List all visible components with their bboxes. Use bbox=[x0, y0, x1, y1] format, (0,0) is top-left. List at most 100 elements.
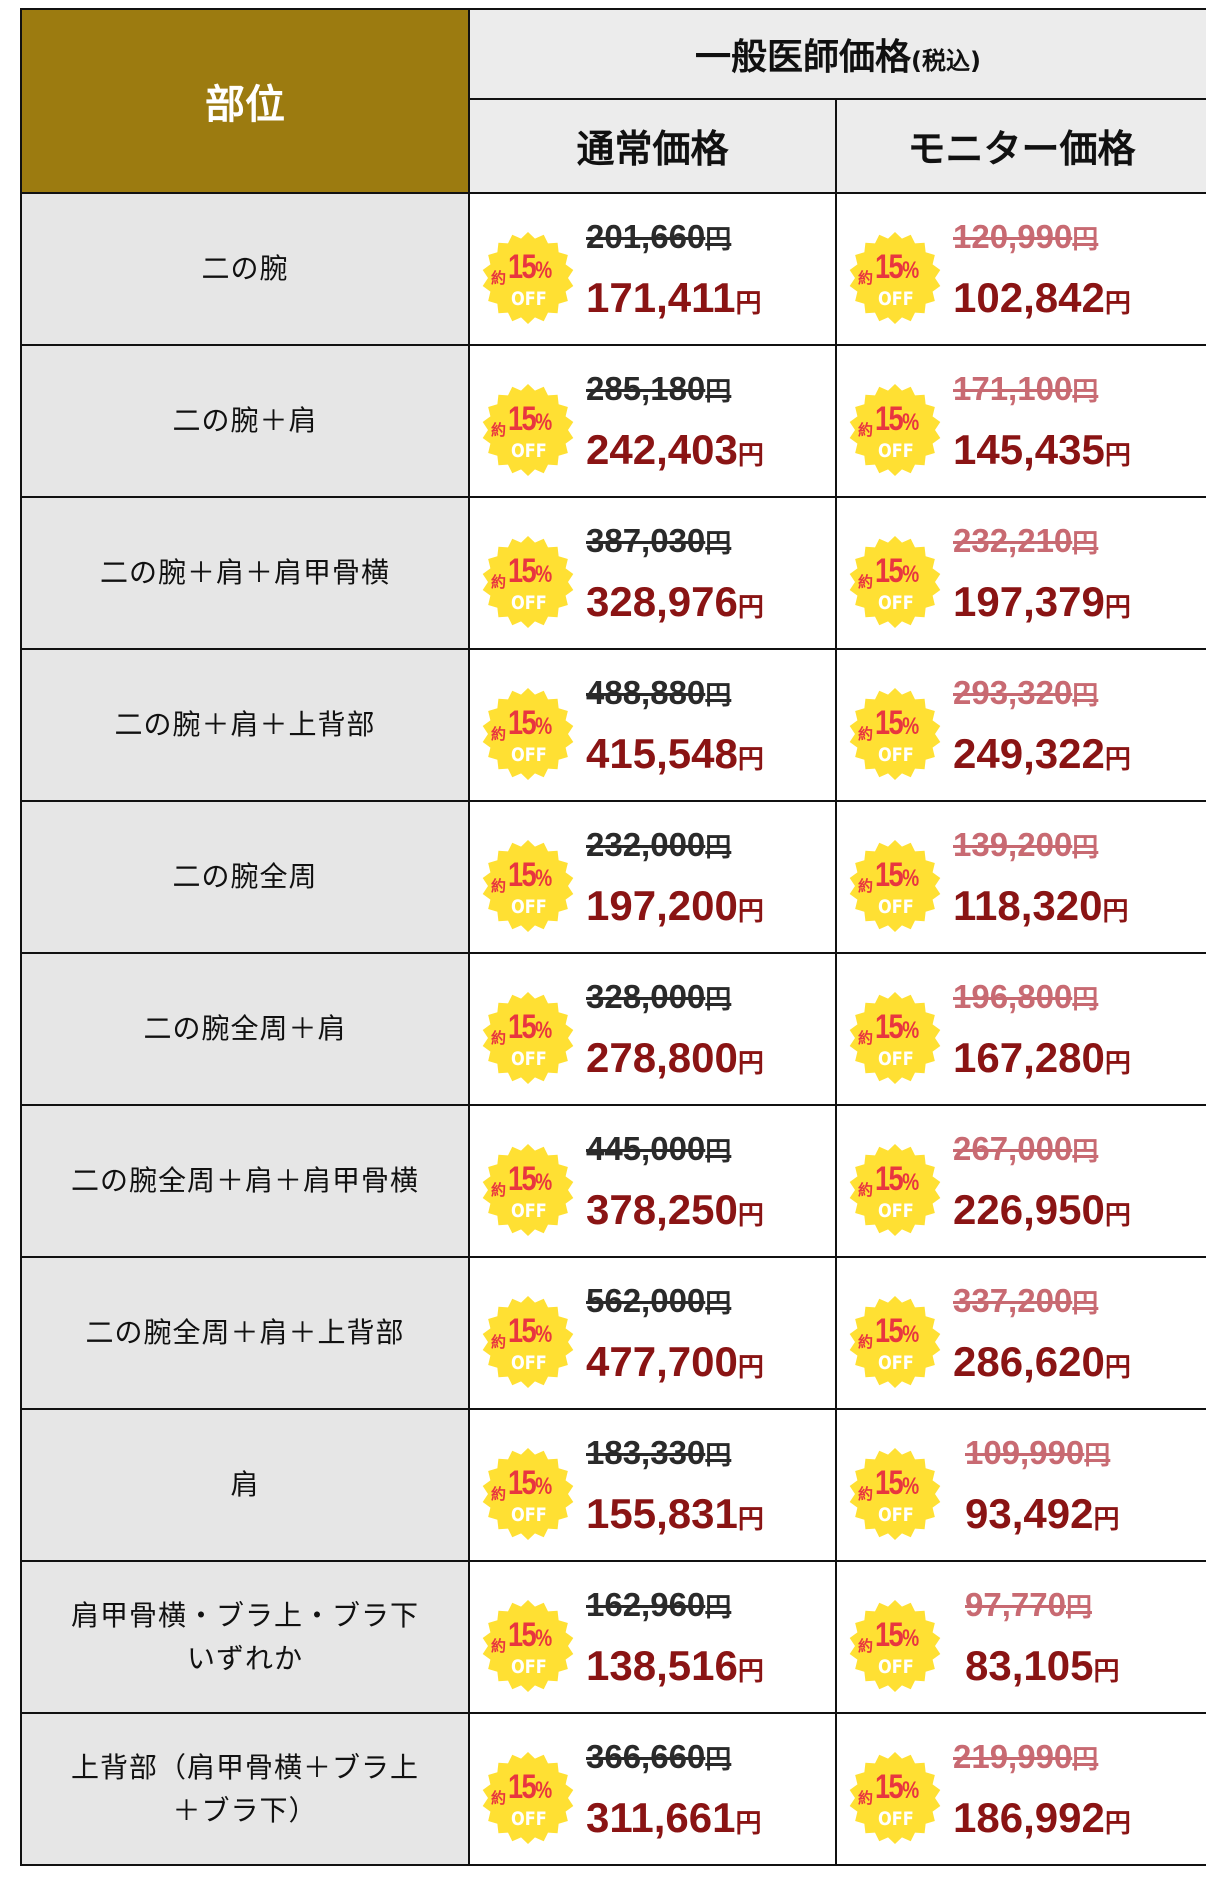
badge-percent-sign: % bbox=[535, 1473, 552, 1500]
badge-seal-icon bbox=[849, 688, 941, 780]
badge-percent-value: 15 bbox=[508, 1768, 537, 1806]
monitor-old-price: 267,000円 bbox=[953, 1130, 1098, 1168]
currency-yen: 円 bbox=[737, 744, 764, 774]
badge-approx: 約 bbox=[858, 877, 874, 895]
badge-seal-icon bbox=[849, 1448, 941, 1540]
badge-percent-sign: % bbox=[535, 257, 552, 284]
badge-approx: 約 bbox=[858, 1029, 874, 1047]
regular-old: 387,030 bbox=[586, 522, 706, 559]
monitor-new-price: 186,992円 bbox=[953, 1794, 1131, 1842]
regular-old: 445,000 bbox=[586, 1130, 706, 1167]
part-name-line1: 二の腕＋肩＋上背部 bbox=[114, 708, 376, 742]
table-row-7: 二の腕全周＋肩＋肩甲骨横 約 15% OFF 445,000円 378,250円 約… bbox=[20, 1104, 1206, 1258]
part-name-line2: ＋ブラ下） bbox=[172, 1794, 318, 1827]
discount-badge: 約 15% OFF bbox=[849, 232, 941, 324]
regular-new-price: 415,548円 bbox=[586, 730, 764, 778]
badge-off: OFF bbox=[878, 440, 914, 462]
part-name-line1: 二の腕全周＋肩＋上背部 bbox=[85, 1316, 405, 1350]
badge-off: OFF bbox=[511, 896, 547, 918]
badge-off: OFF bbox=[511, 744, 547, 766]
badge-percent: 15% bbox=[875, 1312, 919, 1351]
regular-new: 415,548 bbox=[586, 730, 738, 777]
regular-old-price: 201,660円 bbox=[586, 218, 731, 256]
part-cell: 二の腕 bbox=[20, 192, 470, 346]
currency-yen: 円 bbox=[1104, 288, 1131, 318]
regular-new: 378,250 bbox=[586, 1186, 738, 1233]
badge-approx: 約 bbox=[858, 1333, 874, 1351]
discount-badge: 約 15% OFF bbox=[482, 1448, 574, 1540]
discount-badge: 約 15% OFF bbox=[849, 840, 941, 932]
badge-percent-value: 15 bbox=[875, 856, 904, 894]
currency-yen: 円 bbox=[705, 376, 732, 406]
currency-yen: 円 bbox=[737, 592, 764, 622]
badge-percent: 15% bbox=[875, 248, 919, 287]
badge-approx: 約 bbox=[858, 1789, 874, 1807]
badge-percent-sign: % bbox=[535, 865, 552, 892]
badge-percent-value: 15 bbox=[508, 400, 537, 438]
monitor-old-price: 219,990円 bbox=[953, 1738, 1098, 1776]
regular-old-price: 445,000円 bbox=[586, 1130, 731, 1168]
header-monitor-price: モニター価格 bbox=[834, 97, 1206, 195]
badge-approx: 約 bbox=[491, 1485, 507, 1503]
part-name-line1: 二の腕 bbox=[201, 252, 289, 286]
badge-percent: 15% bbox=[875, 1616, 919, 1655]
badge-off: OFF bbox=[878, 288, 914, 310]
monitor-price-cell: 約 15% OFF 171,100円 145,435円 bbox=[834, 344, 1206, 498]
badge-percent: 15% bbox=[508, 248, 552, 287]
regular-price-cell: 約 15% OFF 328,000円 278,800円 bbox=[468, 952, 837, 1106]
monitor-old: 120,990 bbox=[953, 218, 1073, 255]
badge-percent-value: 15 bbox=[508, 1464, 537, 1502]
discount-badge: 約 15% OFF bbox=[482, 536, 574, 628]
badge-off: OFF bbox=[511, 592, 547, 614]
badge-percent-sign: % bbox=[535, 1017, 552, 1044]
monitor-new-price: 167,280円 bbox=[953, 1034, 1131, 1082]
badge-percent-sign: % bbox=[535, 1777, 552, 1804]
badge-percent-value: 15 bbox=[875, 1616, 904, 1654]
currency-yen: 円 bbox=[737, 440, 764, 470]
badge-approx: 約 bbox=[491, 1789, 507, 1807]
monitor-new: 186,992 bbox=[953, 1794, 1105, 1841]
regular-new: 311,661 bbox=[586, 1794, 736, 1841]
monitor-price-cell: 約 15% OFF 267,000円 226,950円 bbox=[834, 1104, 1206, 1258]
badge-off: OFF bbox=[878, 1504, 914, 1526]
monitor-old-price: 120,990円 bbox=[953, 218, 1098, 256]
badge-percent-value: 15 bbox=[508, 1616, 537, 1654]
badge-percent-value: 15 bbox=[875, 1464, 904, 1502]
monitor-new: 102,842 bbox=[953, 274, 1105, 321]
currency-yen: 円 bbox=[1072, 376, 1099, 406]
badge-off: OFF bbox=[511, 1352, 547, 1374]
currency-yen: 円 bbox=[1072, 1744, 1099, 1774]
currency-yen: 円 bbox=[705, 528, 732, 558]
badge-seal-icon bbox=[849, 992, 941, 1084]
table-row-5: 二の腕全周 約 15% OFF 232,000円 197,200円 約 15% OFF … bbox=[20, 800, 1206, 954]
discount-badge: 約 15% OFF bbox=[849, 1144, 941, 1236]
table-row-2: 二の腕＋肩 約 15% OFF 285,180円 242,403円 約 15% OFF … bbox=[20, 344, 1206, 498]
badge-percent-sign: % bbox=[535, 713, 552, 740]
currency-yen: 円 bbox=[1072, 984, 1099, 1014]
part-name-line2: いずれか bbox=[186, 1642, 303, 1675]
currency-yen: 円 bbox=[1102, 896, 1129, 926]
currency-yen: 円 bbox=[1072, 1136, 1099, 1166]
monitor-old: 337,200 bbox=[953, 1282, 1073, 1319]
part-name-line1: 二の腕全周＋肩 bbox=[143, 1012, 347, 1046]
monitor-price-cell: 約 15% OFF 293,320円 249,322円 bbox=[834, 648, 1206, 802]
currency-yen: 円 bbox=[737, 1352, 764, 1382]
regular-old: 562,000 bbox=[586, 1282, 706, 1319]
monitor-price-cell: 約 15% OFF 139,200円 118,320円 bbox=[834, 800, 1206, 954]
currency-yen: 円 bbox=[1104, 1352, 1131, 1382]
discount-badge: 約 15% OFF bbox=[482, 232, 574, 324]
badge-approx: 約 bbox=[491, 1637, 507, 1655]
monitor-old: 139,200 bbox=[953, 826, 1073, 863]
badge-percent-value: 15 bbox=[875, 1768, 904, 1806]
discount-badge: 約 15% OFF bbox=[482, 1296, 574, 1388]
monitor-new: 93,492 bbox=[965, 1490, 1094, 1537]
monitor-old: 196,800 bbox=[953, 978, 1073, 1015]
monitor-new-price: 197,379円 bbox=[953, 578, 1131, 626]
badge-approx: 約 bbox=[491, 1181, 507, 1199]
badge-seal-icon bbox=[849, 1144, 941, 1236]
monitor-new: 83,105 bbox=[965, 1642, 1094, 1689]
table-row-4: 二の腕＋肩＋上背部 約 15% OFF 488,880円 415,548円 約 15%… bbox=[20, 648, 1206, 802]
badge-off: OFF bbox=[878, 744, 914, 766]
discount-badge: 約 15% OFF bbox=[482, 384, 574, 476]
monitor-old-price: 293,320円 bbox=[953, 674, 1098, 712]
